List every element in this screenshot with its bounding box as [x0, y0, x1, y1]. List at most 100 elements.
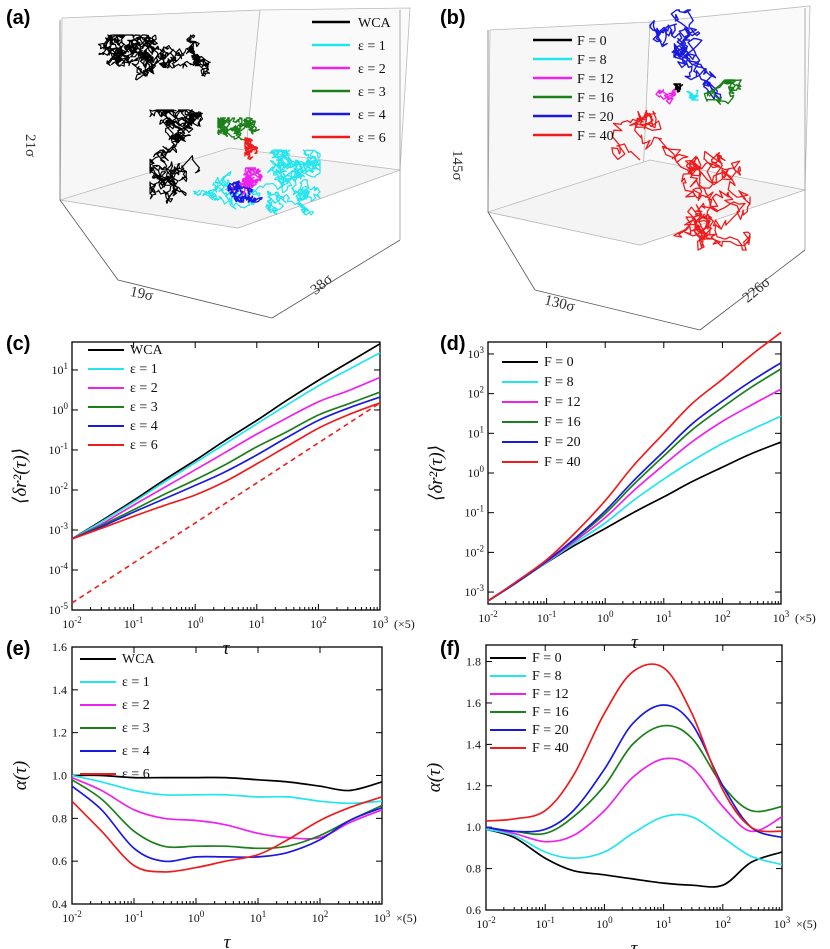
y-tick-label: 100 — [468, 464, 485, 480]
legend-label: ε = 1 — [130, 362, 158, 377]
y-tick-label: 1.8 — [466, 655, 481, 669]
trajectory-path — [217, 117, 260, 141]
series-line — [487, 415, 782, 602]
legend-label: ε = 3 — [130, 400, 158, 415]
y-tick-label: 10-2 — [49, 481, 69, 497]
legend-item: ε = 2 — [312, 62, 386, 77]
legend-label: ε = 2 — [122, 698, 150, 713]
panel-b-label: (b) — [440, 7, 466, 29]
legend-label: ε = 4 — [122, 744, 150, 759]
x-tick-label: 101 — [655, 915, 672, 931]
legend-label: ε = 2 — [130, 381, 158, 396]
y-tick-label: 1.4 — [52, 683, 67, 697]
y-tick-label: 1.6 — [466, 696, 481, 710]
legend-label: F = 8 — [532, 669, 562, 684]
trajectory-path — [97, 34, 211, 81]
y-axis-title: ⟨δr²(τ)⟩ — [10, 448, 31, 504]
x-tick-label: 100 — [596, 915, 613, 931]
legend-label: ε = 1 — [358, 39, 386, 54]
legend-item: ε = 3 — [312, 85, 386, 100]
series-line — [487, 441, 782, 602]
reference-line — [71, 402, 381, 604]
series-line — [487, 362, 782, 602]
x-tick-label: 101 — [250, 909, 267, 925]
legend-label: ε = 3 — [358, 85, 386, 100]
x-tick-label: 100 — [187, 615, 204, 631]
x-tick-label: 10-2 — [62, 615, 82, 631]
y-tick-label: 101 — [468, 424, 485, 440]
panel-b-y-axis-label: 226σ — [740, 274, 774, 306]
x-axis-title: τ — [223, 638, 231, 659]
y-tick-label: 1.6 — [52, 640, 67, 654]
series-line — [485, 724, 783, 836]
legend-label: F = 0 — [577, 34, 607, 49]
series-line — [71, 796, 383, 873]
series-line — [71, 343, 381, 540]
legend-item: F = 12 — [533, 72, 614, 87]
y-axis-title: α(τ) — [10, 761, 31, 790]
trajectory-path — [227, 167, 263, 196]
y-tick-label: 10-1 — [465, 504, 485, 520]
trajectory-path — [244, 137, 259, 161]
x-axis-title: τ — [224, 932, 232, 949]
y-tick-label: 100 — [52, 401, 69, 417]
panel-b-trajectories — [611, 9, 751, 251]
y-tick-label: 10-5 — [49, 601, 69, 617]
series-line — [487, 388, 782, 602]
panel-f: (f) 10-2 10-1 100 101 102 103 ×(5) 0.6 0.8 1.0 1.2 1… — [424, 638, 817, 949]
panel-d: (d) 10-2 10-1 100 101 102 103 (×5) 10-3 10-2 10-1 1… — [426, 331, 816, 653]
series-line — [485, 828, 783, 888]
y-axis-title: ⟨δr²(τ)⟩ — [426, 445, 447, 501]
panel-b-box — [486, 5, 811, 331]
trajectory-path — [703, 79, 742, 105]
legend-label: ε = 6 — [358, 131, 386, 146]
y-tick-label: 10-3 — [465, 583, 485, 599]
panel-a-trajectories — [97, 34, 321, 216]
y-tick-label: 10-3 — [49, 521, 69, 537]
y-tick-label: 1.2 — [466, 779, 481, 793]
x-tick-label: 10-1 — [537, 609, 557, 625]
series-line — [71, 774, 383, 792]
legend-label: WCA — [358, 16, 392, 31]
series-line — [71, 402, 381, 540]
x-axis-title: τ — [631, 938, 639, 949]
y-tick-label: 1.2 — [52, 726, 67, 740]
legend-label: ε = 4 — [130, 419, 158, 434]
y-tick-label: 103 — [468, 345, 485, 361]
x-axis-title: τ — [631, 632, 639, 653]
x-tick-label: 102 — [714, 609, 731, 625]
legend-label: ε = 4 — [358, 108, 386, 123]
legend-label: F = 16 — [544, 415, 581, 430]
legend-label: ε = 3 — [122, 721, 150, 736]
x-tick-suffix: ×(5) — [396, 911, 417, 925]
legend-label: F = 20 — [544, 435, 581, 450]
legend-label: F = 20 — [532, 723, 569, 738]
series-line — [487, 331, 782, 602]
plot-frame — [485, 644, 783, 911]
y-tick-label: 102 — [468, 385, 485, 401]
legend-label: F = 40 — [544, 455, 581, 470]
panel-a-y-axis-label: 38σ — [308, 271, 336, 298]
series-line — [71, 396, 381, 540]
series-line — [487, 368, 782, 602]
x-tick-label: 10-2 — [478, 609, 498, 625]
legend-label: F = 0 — [544, 355, 574, 370]
x-tick-label: 10-1 — [124, 615, 144, 631]
x-tick-label: 100 — [597, 609, 614, 625]
legend-label: F = 12 — [577, 72, 614, 87]
legend-item: ε = 1 — [312, 39, 386, 54]
y-tick-label: 0.6 — [466, 903, 481, 917]
panel-label: (c) — [6, 333, 30, 355]
y-axis-title: α(τ) — [424, 763, 445, 792]
legend-label: F = 12 — [532, 687, 569, 702]
y-tick-label: 0.8 — [52, 811, 67, 825]
x-tick-label: 10-2 — [476, 915, 496, 931]
x-tick-label: 103 — [372, 615, 389, 631]
x-tick-label: 10-1 — [124, 909, 144, 925]
legend-label: F = 20 — [577, 110, 614, 125]
y-tick-label: 10-4 — [49, 561, 69, 577]
legend-label: F = 40 — [577, 129, 614, 144]
series-line — [71, 391, 381, 540]
y-tick-label: 1.0 — [52, 769, 67, 783]
y-tick-label: 1.4 — [466, 737, 481, 751]
